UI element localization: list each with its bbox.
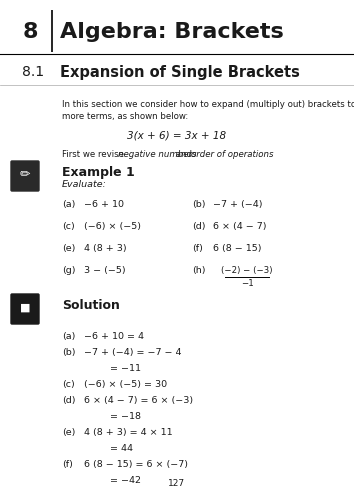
Text: 3 − (−5): 3 − (−5) <box>84 266 126 275</box>
Text: −7 + (−4) = −7 − 4: −7 + (−4) = −7 − 4 <box>84 348 182 357</box>
Text: .: . <box>257 150 259 159</box>
Text: 6 (8 − 15): 6 (8 − 15) <box>213 244 262 253</box>
Text: −1: −1 <box>241 279 253 288</box>
Text: = −11: = −11 <box>110 364 141 373</box>
Text: ■: ■ <box>20 303 30 313</box>
Text: Expansion of Single Brackets: Expansion of Single Brackets <box>60 64 300 80</box>
Text: ✏: ✏ <box>20 168 30 181</box>
Text: order of operations: order of operations <box>191 150 273 159</box>
Text: Solution: Solution <box>62 299 120 312</box>
Text: (a): (a) <box>62 332 75 341</box>
Text: In this section we consider how to expand (multiply out) brackets to give two or: In this section we consider how to expan… <box>62 100 354 109</box>
Text: (e): (e) <box>62 428 75 437</box>
Text: 127: 127 <box>169 479 185 488</box>
Text: (−6) × (−5): (−6) × (−5) <box>84 222 141 231</box>
Text: more terms, as shown below:: more terms, as shown below: <box>62 112 188 121</box>
Text: (e): (e) <box>62 244 75 253</box>
FancyBboxPatch shape <box>11 294 39 324</box>
Text: −6 + 10: −6 + 10 <box>84 200 124 209</box>
Text: Example 1: Example 1 <box>62 166 135 179</box>
Text: (g): (g) <box>62 266 75 275</box>
Text: (d): (d) <box>62 396 75 405</box>
Text: and: and <box>173 150 195 159</box>
Text: negative numbers: negative numbers <box>118 150 196 159</box>
Text: 6 (8 − 15) = 6 × (−7): 6 (8 − 15) = 6 × (−7) <box>84 460 188 469</box>
Text: 4 (8 + 3) = 4 × 11: 4 (8 + 3) = 4 × 11 <box>84 428 173 437</box>
Text: (c): (c) <box>62 222 75 231</box>
Text: (h): (h) <box>192 266 206 275</box>
Text: −6 + 10 = 4: −6 + 10 = 4 <box>84 332 144 341</box>
Text: = −18: = −18 <box>110 412 141 421</box>
Text: Algebra: Brackets: Algebra: Brackets <box>60 22 284 42</box>
Text: Evaluate:: Evaluate: <box>62 180 107 189</box>
Text: (f): (f) <box>62 460 73 469</box>
Text: (−6) × (−5) = 30: (−6) × (−5) = 30 <box>84 380 167 389</box>
Text: 8.1: 8.1 <box>22 65 44 79</box>
Text: (f): (f) <box>192 244 203 253</box>
Text: = −42: = −42 <box>110 476 141 485</box>
Text: 6 × (4 − 7) = 6 × (−3): 6 × (4 − 7) = 6 × (−3) <box>84 396 193 405</box>
Text: (c): (c) <box>62 380 75 389</box>
Text: 6 × (4 − 7): 6 × (4 − 7) <box>213 222 267 231</box>
Text: First we revise: First we revise <box>62 150 127 159</box>
Text: (b): (b) <box>192 200 206 209</box>
Text: (d): (d) <box>192 222 206 231</box>
Text: (b): (b) <box>62 348 75 357</box>
Text: (a): (a) <box>62 200 75 209</box>
Text: −7 + (−4): −7 + (−4) <box>213 200 263 209</box>
Text: 4 (8 + 3): 4 (8 + 3) <box>84 244 127 253</box>
Text: (−2) − (−3): (−2) − (−3) <box>221 266 273 275</box>
FancyBboxPatch shape <box>11 161 39 191</box>
Text: 8: 8 <box>22 22 38 42</box>
Text: = 44: = 44 <box>110 444 133 453</box>
Text: 3(x + 6) = 3x + 18: 3(x + 6) = 3x + 18 <box>127 130 227 140</box>
